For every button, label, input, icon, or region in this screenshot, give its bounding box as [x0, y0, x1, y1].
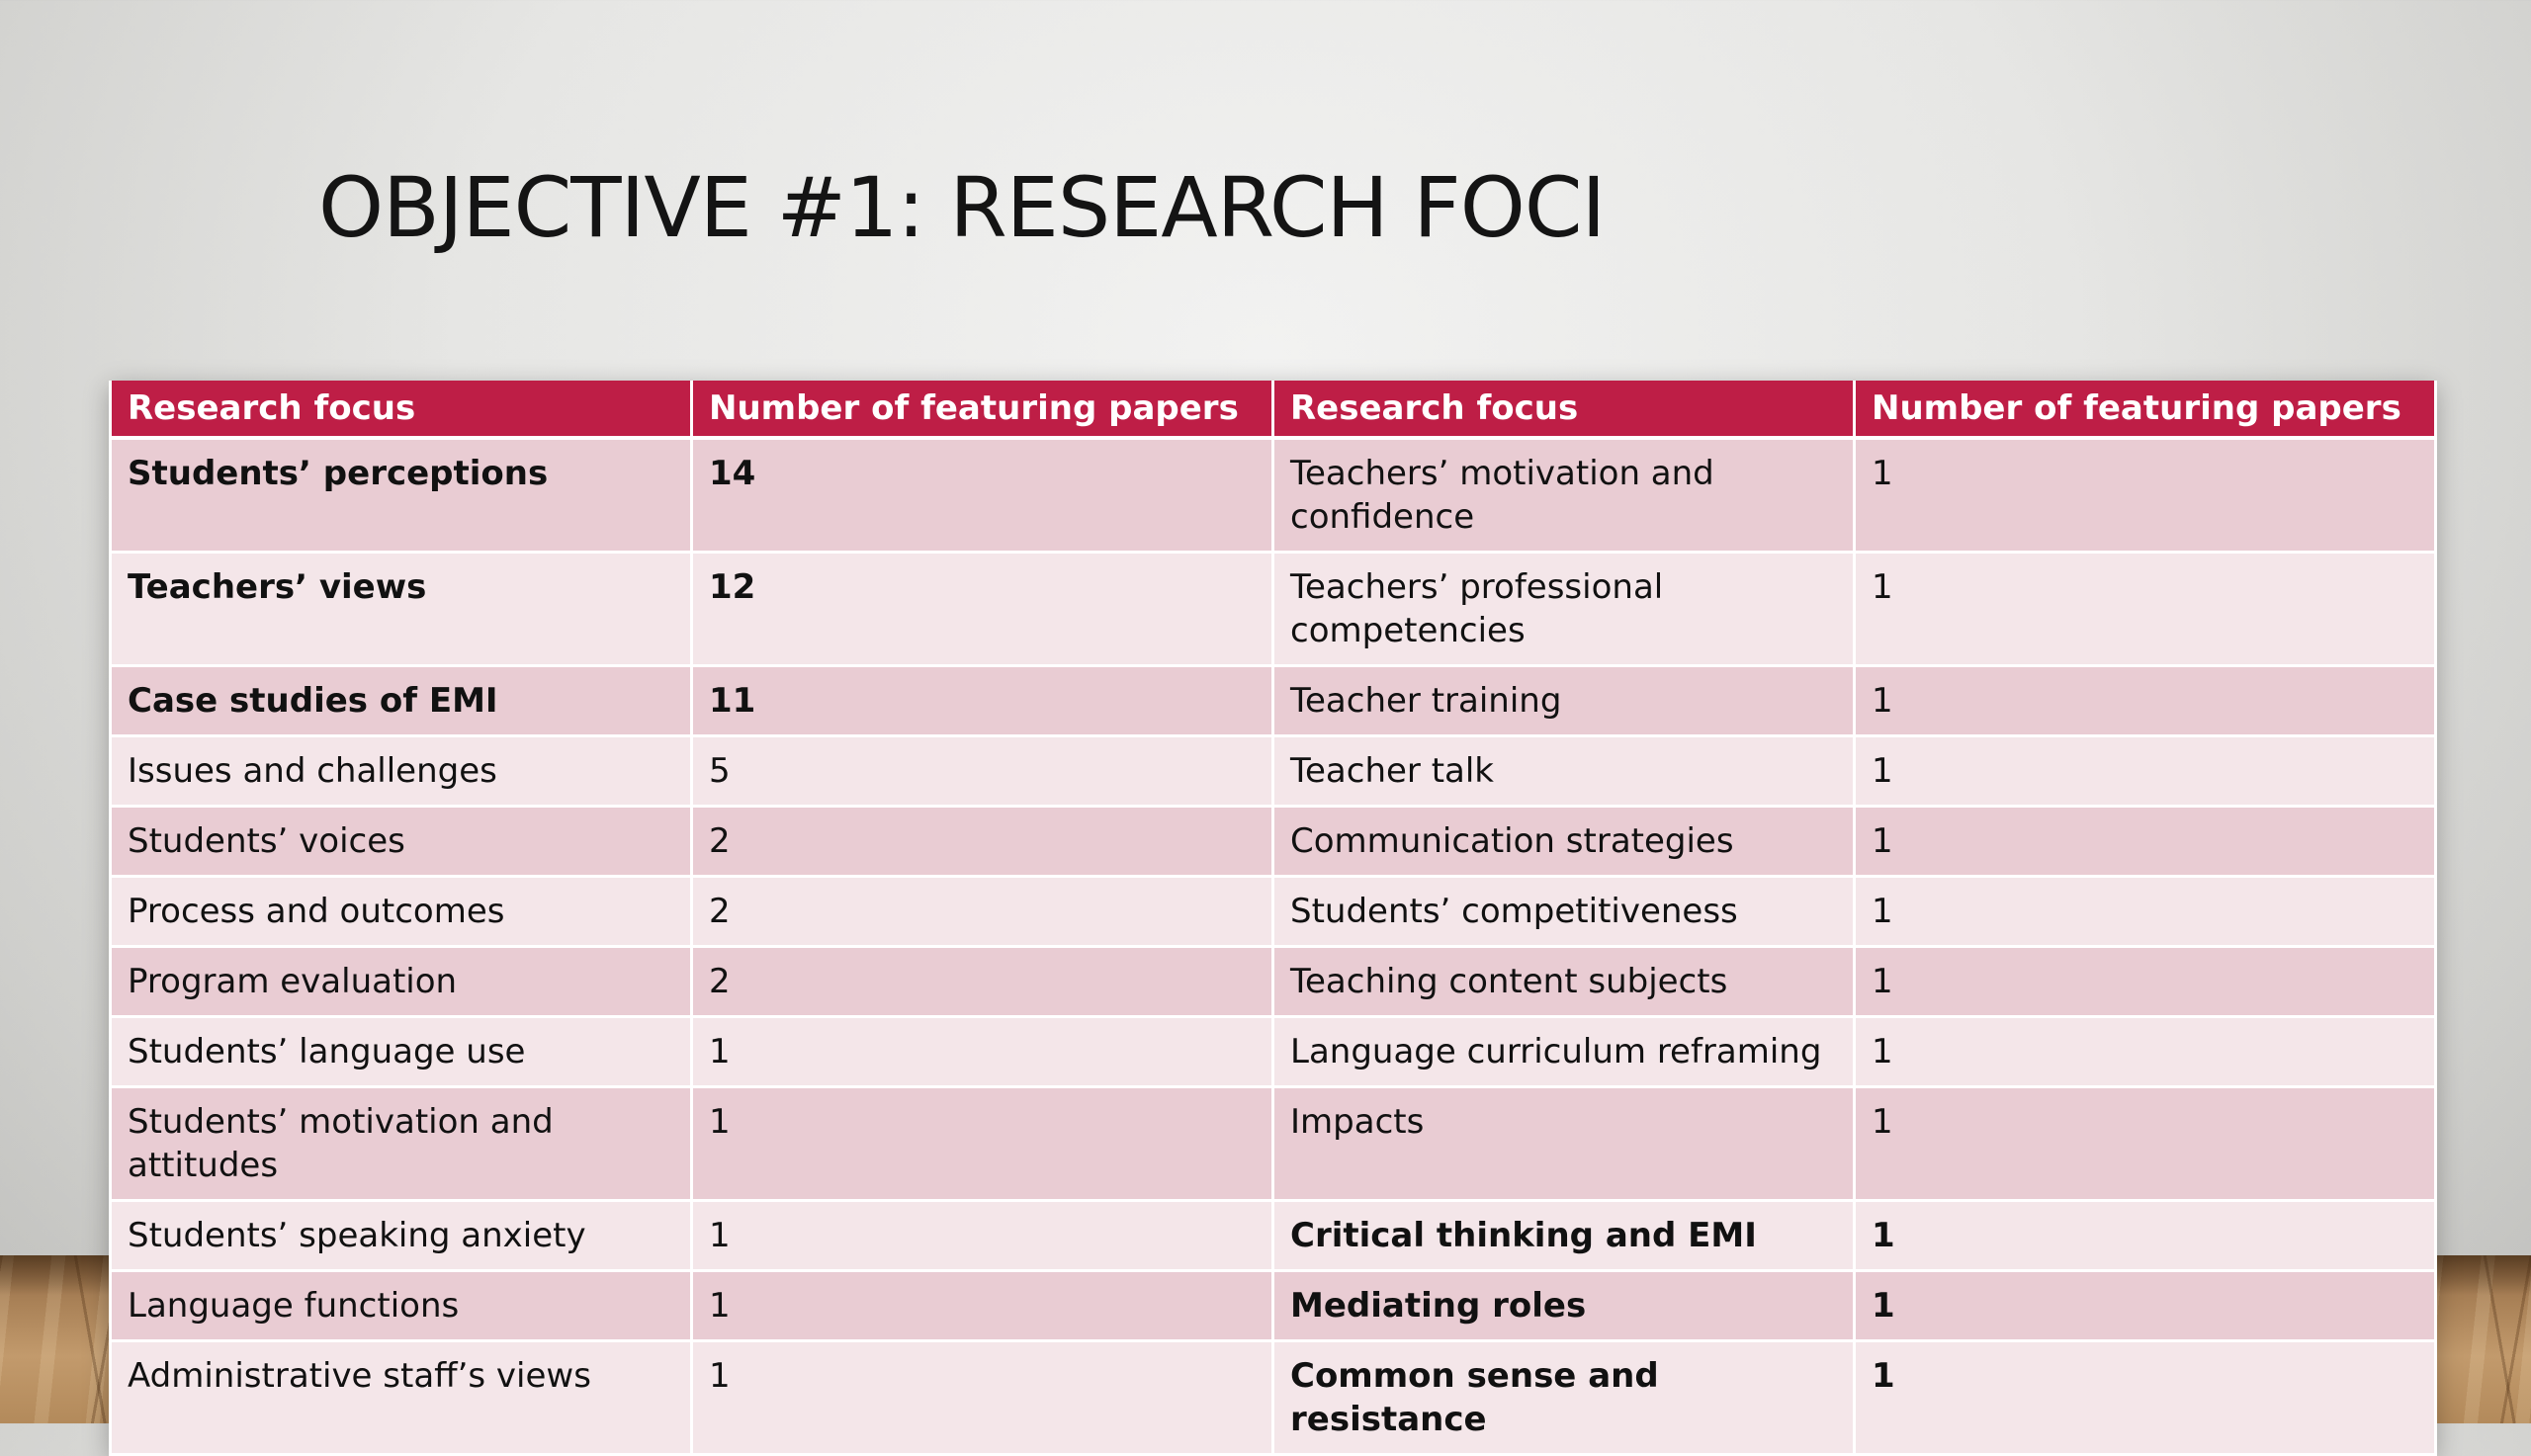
research-focus-cell: Students’ voices [109, 806, 693, 878]
header-research-focus-left: Research focus [109, 381, 693, 440]
research-focus-cell: Teaching content subjects [1271, 946, 1856, 1018]
paper-count-cell: 1 [1853, 1016, 2437, 1088]
table-row: Administrative staff’s views 1 Common sens… [109, 1340, 2437, 1456]
research-focus-cell: Communication strategies [1271, 806, 1856, 878]
research-focus-cell: Issues and challenges [109, 735, 693, 808]
research-focus-cell: Critical thinking and EMI [1271, 1200, 1856, 1272]
research-focus-cell: Impacts [1271, 1086, 1856, 1202]
paper-count-cell: 1 [1853, 438, 2437, 554]
research-focus-cell: Process and outcomes [109, 876, 693, 948]
paper-count-cell: 2 [690, 806, 1274, 878]
table-row: Case studies of EMI 11 Teacher training 1 [109, 665, 2437, 737]
research-focus-cell: Students’ perceptions [109, 438, 693, 554]
paper-count-cell: 11 [690, 665, 1274, 737]
research-focus-cell: Students’ language use [109, 1016, 693, 1088]
paper-count-cell: 1 [690, 1016, 1274, 1088]
table-header-row: Research focus Number of featuring paper… [109, 381, 2437, 440]
research-focus-cell: Case studies of EMI [109, 665, 693, 737]
paper-count-cell: 2 [690, 946, 1274, 1018]
paper-count-cell: 12 [690, 552, 1274, 667]
table-row: Students’ motivation and attitudes 1 Impac… [109, 1086, 2437, 1202]
research-foci-table-container: Research focus Number of featuring paper… [109, 381, 2437, 1456]
paper-count-cell: 1 [690, 1086, 1274, 1202]
paper-count-cell: 1 [1853, 876, 2437, 948]
research-focus-cell: Language functions [109, 1270, 693, 1342]
table-body: Students’ perceptions 14 Teachers’ motivat… [109, 438, 2437, 1456]
research-focus-cell: Teacher talk [1271, 735, 1856, 808]
table-row: Students’ speaking anxiety 1 Critical thin… [109, 1200, 2437, 1272]
paper-count-cell: 1 [1853, 946, 2437, 1018]
research-focus-cell: Teachers’ motivation and confidence [1271, 438, 1856, 554]
table-row: Students’ perceptions 14 Teachers’ motivat… [109, 438, 2437, 554]
header-paper-count-left: Number of featuring papers [690, 381, 1274, 440]
paper-count-cell: 1 [1853, 552, 2437, 667]
paper-count-cell: 1 [690, 1200, 1274, 1272]
research-focus-cell: Teacher training [1271, 665, 1856, 737]
header-paper-count-right: Number of featuring papers [1853, 381, 2437, 440]
research-focus-cell: Common sense and resistance [1271, 1340, 1856, 1456]
research-focus-cell: Teachers’ professional competencies [1271, 552, 1856, 667]
paper-count-cell: 5 [690, 735, 1274, 808]
paper-count-cell: 1 [1853, 665, 2437, 737]
table-row: Students’ voices 2 Communication strategie… [109, 806, 2437, 878]
paper-count-cell: 14 [690, 438, 1274, 554]
research-focus-cell: Mediating roles [1271, 1270, 1856, 1342]
paper-count-cell: 1 [1853, 735, 2437, 808]
research-focus-cell: Students’ motivation and attitudes [109, 1086, 693, 1202]
table-row: Issues and challenges 5 Teacher talk 1 [109, 735, 2437, 808]
research-focus-cell: Language curriculum reframing [1271, 1016, 1856, 1088]
table-row: Process and outcomes 2 Students’ competiti… [109, 876, 2437, 948]
research-focus-cell: Administrative staff’s views [109, 1340, 693, 1456]
research-foci-table: Research focus Number of featuring paper… [109, 381, 2437, 1456]
research-focus-cell: Students’ speaking anxiety [109, 1200, 693, 1272]
table-row: Language functions 1 Mediating roles 1 [109, 1270, 2437, 1342]
paper-count-cell: 1 [1853, 806, 2437, 878]
paper-count-cell: 2 [690, 876, 1274, 948]
header-research-focus-right: Research focus [1271, 381, 1856, 440]
paper-count-cell: 1 [690, 1270, 1274, 1342]
paper-count-cell: 1 [1853, 1340, 2437, 1456]
table-row: Program evaluation 2 Teaching content subj… [109, 946, 2437, 1018]
table-row: Students’ language use 1 Language curricul… [109, 1016, 2437, 1088]
research-focus-cell: Teachers’ views [109, 552, 693, 667]
research-focus-cell: Program evaluation [109, 946, 693, 1018]
table-row: Teachers’ views 12 Teachers’ professional … [109, 552, 2437, 667]
paper-count-cell: 1 [690, 1340, 1274, 1456]
research-focus-cell: Students’ competitiveness [1271, 876, 1856, 948]
paper-count-cell: 1 [1853, 1270, 2437, 1342]
slide-title: OBJECTIVE #1: RESEARCH FOCI [318, 159, 1606, 256]
paper-count-cell: 1 [1853, 1086, 2437, 1202]
paper-count-cell: 1 [1853, 1200, 2437, 1272]
